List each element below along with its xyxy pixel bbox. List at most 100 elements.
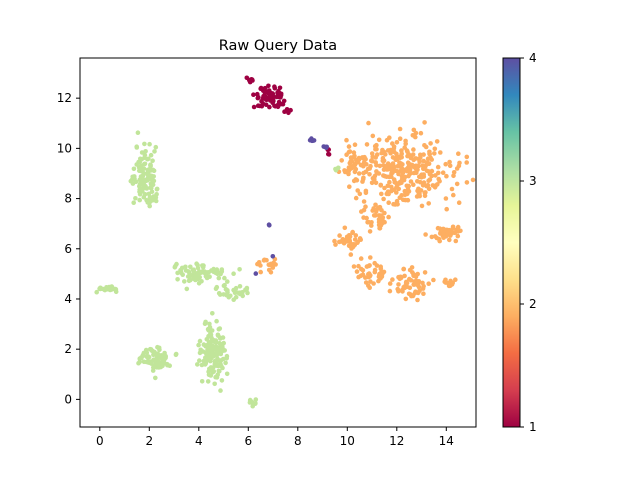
scatter-point xyxy=(258,86,264,91)
scatter-point xyxy=(406,173,411,179)
scatter-point xyxy=(451,170,457,175)
scatter-point xyxy=(367,273,372,279)
scatter-point xyxy=(358,256,364,261)
scatter-point xyxy=(370,133,376,139)
scatter-point xyxy=(372,260,378,266)
scatter-point xyxy=(348,159,354,164)
x-tick-label: 8 xyxy=(294,434,302,448)
scatter-point xyxy=(362,154,367,160)
scatter-point xyxy=(94,289,99,295)
y-tick-label: 8 xyxy=(64,192,72,206)
scatter-point xyxy=(397,136,403,141)
scatter-point xyxy=(397,126,403,132)
y-tick-label: 6 xyxy=(64,242,72,256)
scatter-point xyxy=(332,238,337,244)
scatter-point xyxy=(155,362,161,368)
scatter-point xyxy=(258,269,264,275)
scatter-point xyxy=(162,350,167,356)
scatter-point xyxy=(282,109,287,114)
scatter-point xyxy=(138,179,144,184)
scatter-point xyxy=(148,152,154,158)
scatter-point xyxy=(137,359,142,365)
scatter-point xyxy=(212,361,218,367)
scatter-point xyxy=(449,186,455,192)
scatter-point xyxy=(266,83,271,89)
scatter-point xyxy=(364,215,369,221)
scatter-point xyxy=(447,163,453,169)
scatter-point xyxy=(139,355,144,361)
scatter-point xyxy=(387,288,393,294)
scatter-point xyxy=(357,191,363,197)
scatter-point xyxy=(137,168,143,173)
scatter-point xyxy=(407,285,413,291)
scatter-point xyxy=(113,286,118,292)
scatter-point xyxy=(220,348,226,353)
scatter-point xyxy=(456,151,461,156)
x-tick-label: 6 xyxy=(244,434,252,448)
scatter-point xyxy=(146,156,151,162)
scatter-point xyxy=(403,141,409,146)
scatter-point xyxy=(225,279,230,284)
scatter-point xyxy=(248,78,253,83)
scatter-point xyxy=(253,397,259,402)
scatter-point xyxy=(134,162,139,167)
scatter-point xyxy=(378,266,384,272)
scatter-point xyxy=(464,160,470,165)
scatter-point xyxy=(190,267,196,273)
scatter-point xyxy=(369,158,374,163)
scatter-point xyxy=(390,277,395,282)
scatter-point xyxy=(213,374,218,380)
scatter-point xyxy=(367,166,373,171)
scatter-point xyxy=(277,90,282,96)
scatter-point xyxy=(97,286,102,292)
scatter-point xyxy=(218,388,223,393)
scatter-point xyxy=(389,184,394,190)
scatter-point xyxy=(224,371,230,377)
scatter-point xyxy=(351,163,356,169)
scatter-point xyxy=(453,277,458,283)
scatter-point xyxy=(267,94,273,99)
scatter-point xyxy=(405,149,410,155)
scatter-point xyxy=(395,202,400,207)
scatter-point xyxy=(199,362,205,368)
scatter-point xyxy=(396,171,401,177)
scatter-point xyxy=(247,397,253,403)
scatter-point xyxy=(391,146,397,151)
series-label-3 xyxy=(94,130,341,409)
scatter-point xyxy=(426,201,432,206)
scatter-point xyxy=(194,261,199,267)
scatter-point xyxy=(359,209,364,214)
scatter-point xyxy=(150,197,156,203)
scatter-point xyxy=(164,361,170,367)
scatter-point xyxy=(153,375,158,381)
scatter-point xyxy=(135,130,141,135)
scatter-point xyxy=(382,210,387,216)
scatter-point xyxy=(426,178,431,183)
scatter-point xyxy=(175,277,180,282)
scatter-point xyxy=(231,271,236,277)
scatter-point xyxy=(153,144,159,150)
scatter-point xyxy=(277,85,283,91)
scatter-point xyxy=(151,174,156,179)
scatter-point xyxy=(403,296,409,302)
scatter-point xyxy=(339,158,345,163)
scatter-point xyxy=(377,163,383,169)
scatter-point xyxy=(382,185,387,191)
scatter-point xyxy=(387,174,393,179)
scatter-point xyxy=(402,192,408,197)
scatter-point xyxy=(278,101,284,107)
scatter-point xyxy=(417,159,422,165)
scatter-point xyxy=(255,95,261,101)
scatter-point xyxy=(347,184,352,189)
scatter-point xyxy=(197,358,202,363)
scatter-point xyxy=(141,170,146,176)
scatter-point xyxy=(148,185,153,190)
scatter-point xyxy=(421,283,426,289)
scatter-point xyxy=(270,265,276,270)
scatter-point xyxy=(204,270,210,275)
scatter-point xyxy=(262,94,268,99)
scatter-point xyxy=(199,379,205,384)
scatter-point xyxy=(352,237,358,242)
scatter-point xyxy=(399,177,405,182)
plot-area xyxy=(79,57,477,428)
